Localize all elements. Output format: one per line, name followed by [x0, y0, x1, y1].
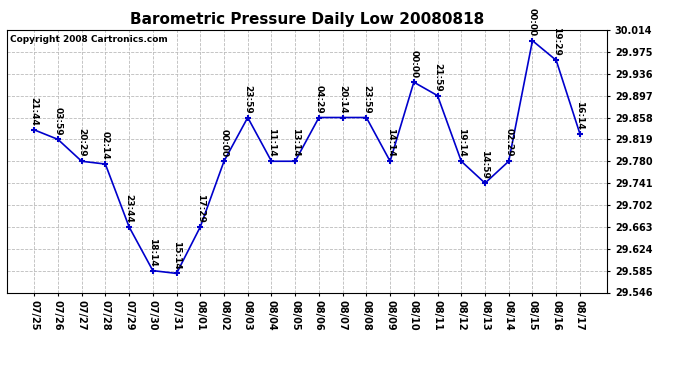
Text: 20:29: 20:29 — [77, 129, 86, 157]
Text: 02:29: 02:29 — [504, 129, 513, 157]
Text: 23:59: 23:59 — [244, 85, 253, 113]
Text: 04:29: 04:29 — [315, 85, 324, 113]
Text: 00:00: 00:00 — [409, 50, 418, 78]
Text: 03:59: 03:59 — [53, 106, 62, 135]
Text: 19:29: 19:29 — [552, 27, 561, 56]
Text: 15:14: 15:14 — [172, 240, 181, 269]
Text: 11:14: 11:14 — [267, 128, 276, 157]
Text: 18:14: 18:14 — [148, 238, 157, 267]
Text: 00:00: 00:00 — [528, 8, 537, 36]
Text: 23:44: 23:44 — [125, 194, 134, 223]
Text: 23:59: 23:59 — [362, 85, 371, 113]
Text: 17:29: 17:29 — [196, 194, 205, 223]
Text: 19:14: 19:14 — [457, 128, 466, 157]
Text: Copyright 2008 Cartronics.com: Copyright 2008 Cartronics.com — [10, 35, 168, 44]
Title: Barometric Pressure Daily Low 20080818: Barometric Pressure Daily Low 20080818 — [130, 12, 484, 27]
Text: 00:00: 00:00 — [219, 129, 228, 157]
Text: 14:59: 14:59 — [480, 150, 489, 179]
Text: 02:14: 02:14 — [101, 131, 110, 160]
Text: 13:14: 13:14 — [290, 128, 299, 157]
Text: 20:14: 20:14 — [338, 85, 347, 113]
Text: 21:59: 21:59 — [433, 63, 442, 92]
Text: 21:44: 21:44 — [30, 97, 39, 126]
Text: 16:14: 16:14 — [575, 101, 584, 130]
Text: 14:14: 14:14 — [386, 128, 395, 157]
